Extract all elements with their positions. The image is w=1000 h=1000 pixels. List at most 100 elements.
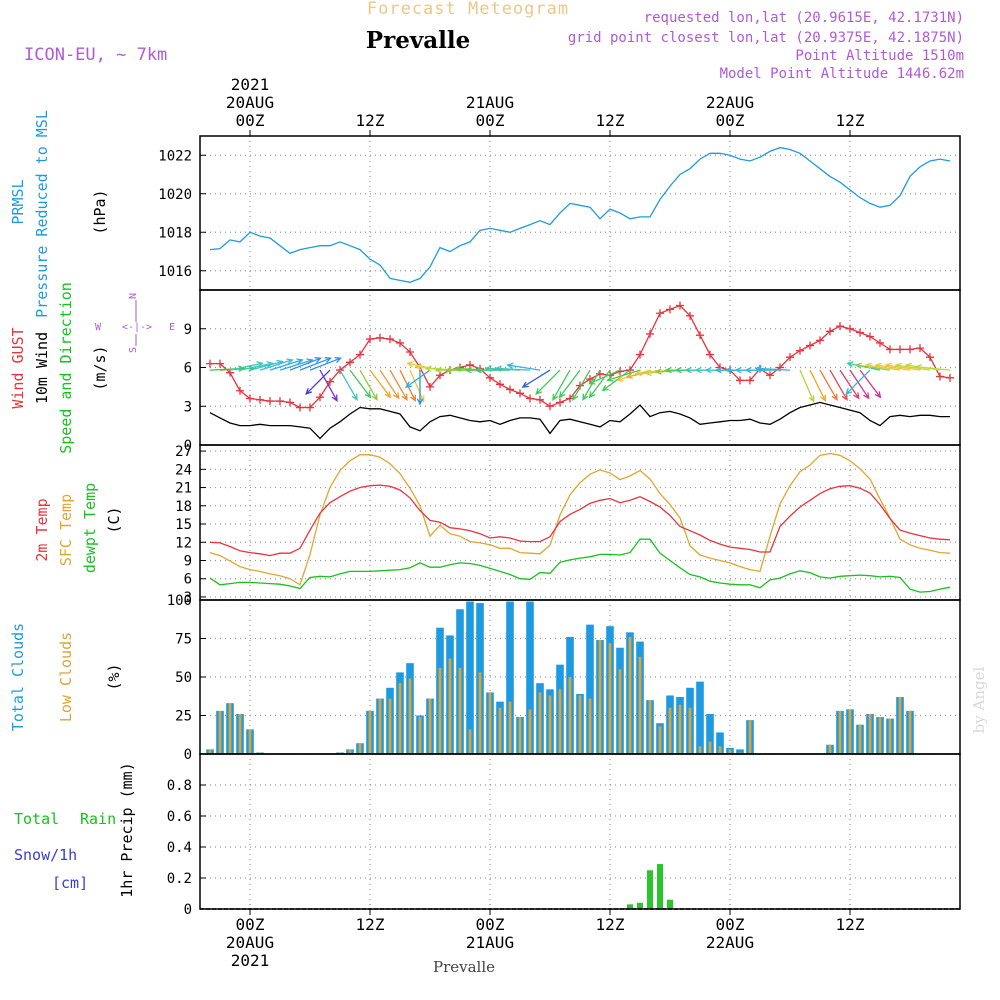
low-cloud-bar (598, 640, 602, 754)
rain-bar (637, 902, 643, 909)
wind-arrow (884, 362, 921, 371)
low-cloud-bar (378, 698, 382, 754)
low-cloud-bar (538, 692, 542, 754)
bottom-axis-label: 12Z (836, 915, 865, 934)
cloud-labels: Total Clouds Low Clouds (%) (9, 623, 123, 731)
gust-marker (796, 346, 804, 355)
wind-panel: 0 3 6 9 (184, 289, 961, 454)
gust-marker (766, 371, 774, 380)
wind-labels: Wind GUST 10m Wind Speed and Direction (… (9, 282, 109, 454)
gust-marker (426, 382, 434, 391)
bottom-axis-label: 12Z (596, 915, 625, 934)
gust-marker (646, 329, 654, 338)
wind-arrow (299, 357, 332, 371)
low-cloud-bar (618, 669, 622, 754)
wind10m-line (209, 401, 950, 440)
temp-ytick-label: 6 (184, 572, 192, 588)
top-axis-label: 00Z (476, 111, 505, 130)
low-cloud-bar (338, 752, 342, 754)
low-cloud-bar (238, 713, 242, 754)
top-axis-label: 12Z (356, 111, 385, 130)
wind-arrow (829, 369, 848, 401)
low-cloud-bar (218, 710, 222, 754)
gust-marker (736, 376, 744, 385)
low-cloud-bar (258, 752, 262, 754)
gust-marker (696, 331, 704, 340)
wind-arrow (634, 369, 671, 377)
speed-dir-label: Speed and Direction (57, 282, 75, 454)
wind-arrow (339, 369, 358, 401)
bottom-axis-label: 22AUG (706, 933, 754, 952)
low-cloud-bar (368, 710, 372, 754)
low-cloud-bar (628, 636, 632, 754)
total-cloud-bar (696, 681, 704, 754)
clouds-ytick-label: 100 (167, 593, 192, 609)
prmsl-label: PRMSL (9, 179, 27, 224)
wind-arrow (854, 362, 891, 371)
temp-ytick-label: 21 (175, 481, 192, 497)
gust-marker (296, 403, 304, 412)
precip-panel: 0 0.2 0.4 0.6 0.8 (167, 753, 961, 918)
model-label: ICON-EU, ~ 7km (24, 45, 167, 65)
cm-label: [cm] (52, 874, 88, 892)
gust-marker (876, 338, 884, 347)
bottom-axis-label: 12Z (356, 915, 385, 934)
gust-marker (656, 309, 664, 318)
low-cloud-bar (248, 729, 252, 754)
wind-arrow (404, 369, 431, 388)
wind-arrow (239, 361, 274, 371)
low-cloud-bar (898, 697, 902, 754)
clouds-ytick-label: 0 (184, 747, 192, 763)
wind-ytick-label: 0 (184, 438, 192, 454)
wind-arrow (874, 362, 911, 371)
total-cloud-bar (506, 601, 514, 754)
t2m-line (209, 484, 951, 557)
wind-arrow (319, 369, 338, 403)
low-cloud-bar (878, 717, 882, 754)
low-cloud-bar (548, 695, 552, 754)
t2m-label: 2m Temp (33, 498, 51, 561)
gust-marker (256, 395, 264, 404)
gust-marker (906, 345, 914, 354)
gridpoint-coords: grid point closest lon,lat (20.9375E, 42… (568, 30, 964, 46)
low-cloud-bar (738, 752, 742, 754)
wind-arrow (305, 369, 331, 395)
low-cloud-bar (648, 700, 652, 754)
gust-marker (506, 385, 514, 394)
low-cloud-bar (718, 746, 722, 754)
wind-arrow (601, 369, 631, 392)
compass-north: N (128, 293, 139, 299)
low-cloud-bar (488, 692, 492, 754)
top-axis-label: 12Z (596, 111, 625, 130)
wind-arrow (744, 366, 780, 374)
pct-label: (%) (105, 663, 123, 690)
wind-arrow (379, 369, 400, 400)
wind-arrow (606, 369, 641, 382)
clouds-ytick-label: 75 (175, 632, 192, 648)
rain-bar (627, 904, 633, 909)
low-cloud-bar (708, 741, 712, 754)
low-cloud-bar (498, 707, 502, 754)
bottom-axis-label: 00Z (476, 915, 505, 934)
gust-marker (536, 395, 544, 404)
requested-coords: requested lon,lat (20.9615E, 42.1731N) (644, 10, 964, 26)
model-altitude: Model Point Altitude 1446.62m (720, 66, 964, 82)
wind-arrow (259, 358, 294, 371)
total-cloud-bar (736, 749, 744, 754)
temp-ytick-label: 12 (175, 535, 192, 551)
wind-arrow (894, 362, 931, 371)
compass-east: E (169, 322, 175, 333)
low-cloud-bar (458, 667, 462, 754)
hpa-label: (hPa) (91, 189, 109, 234)
low-cloud-bar (578, 695, 582, 754)
wind-arrow (289, 357, 322, 371)
bottom-axis-label: 21AUG (466, 933, 514, 952)
wind-arrow (506, 362, 541, 371)
gust-marker (496, 380, 504, 389)
low-cloud-bar (208, 749, 212, 754)
low-cloud-bar (568, 677, 572, 754)
wind-arrow (521, 369, 551, 388)
gust-marker (866, 332, 874, 341)
total-cloud-bar (526, 601, 534, 754)
